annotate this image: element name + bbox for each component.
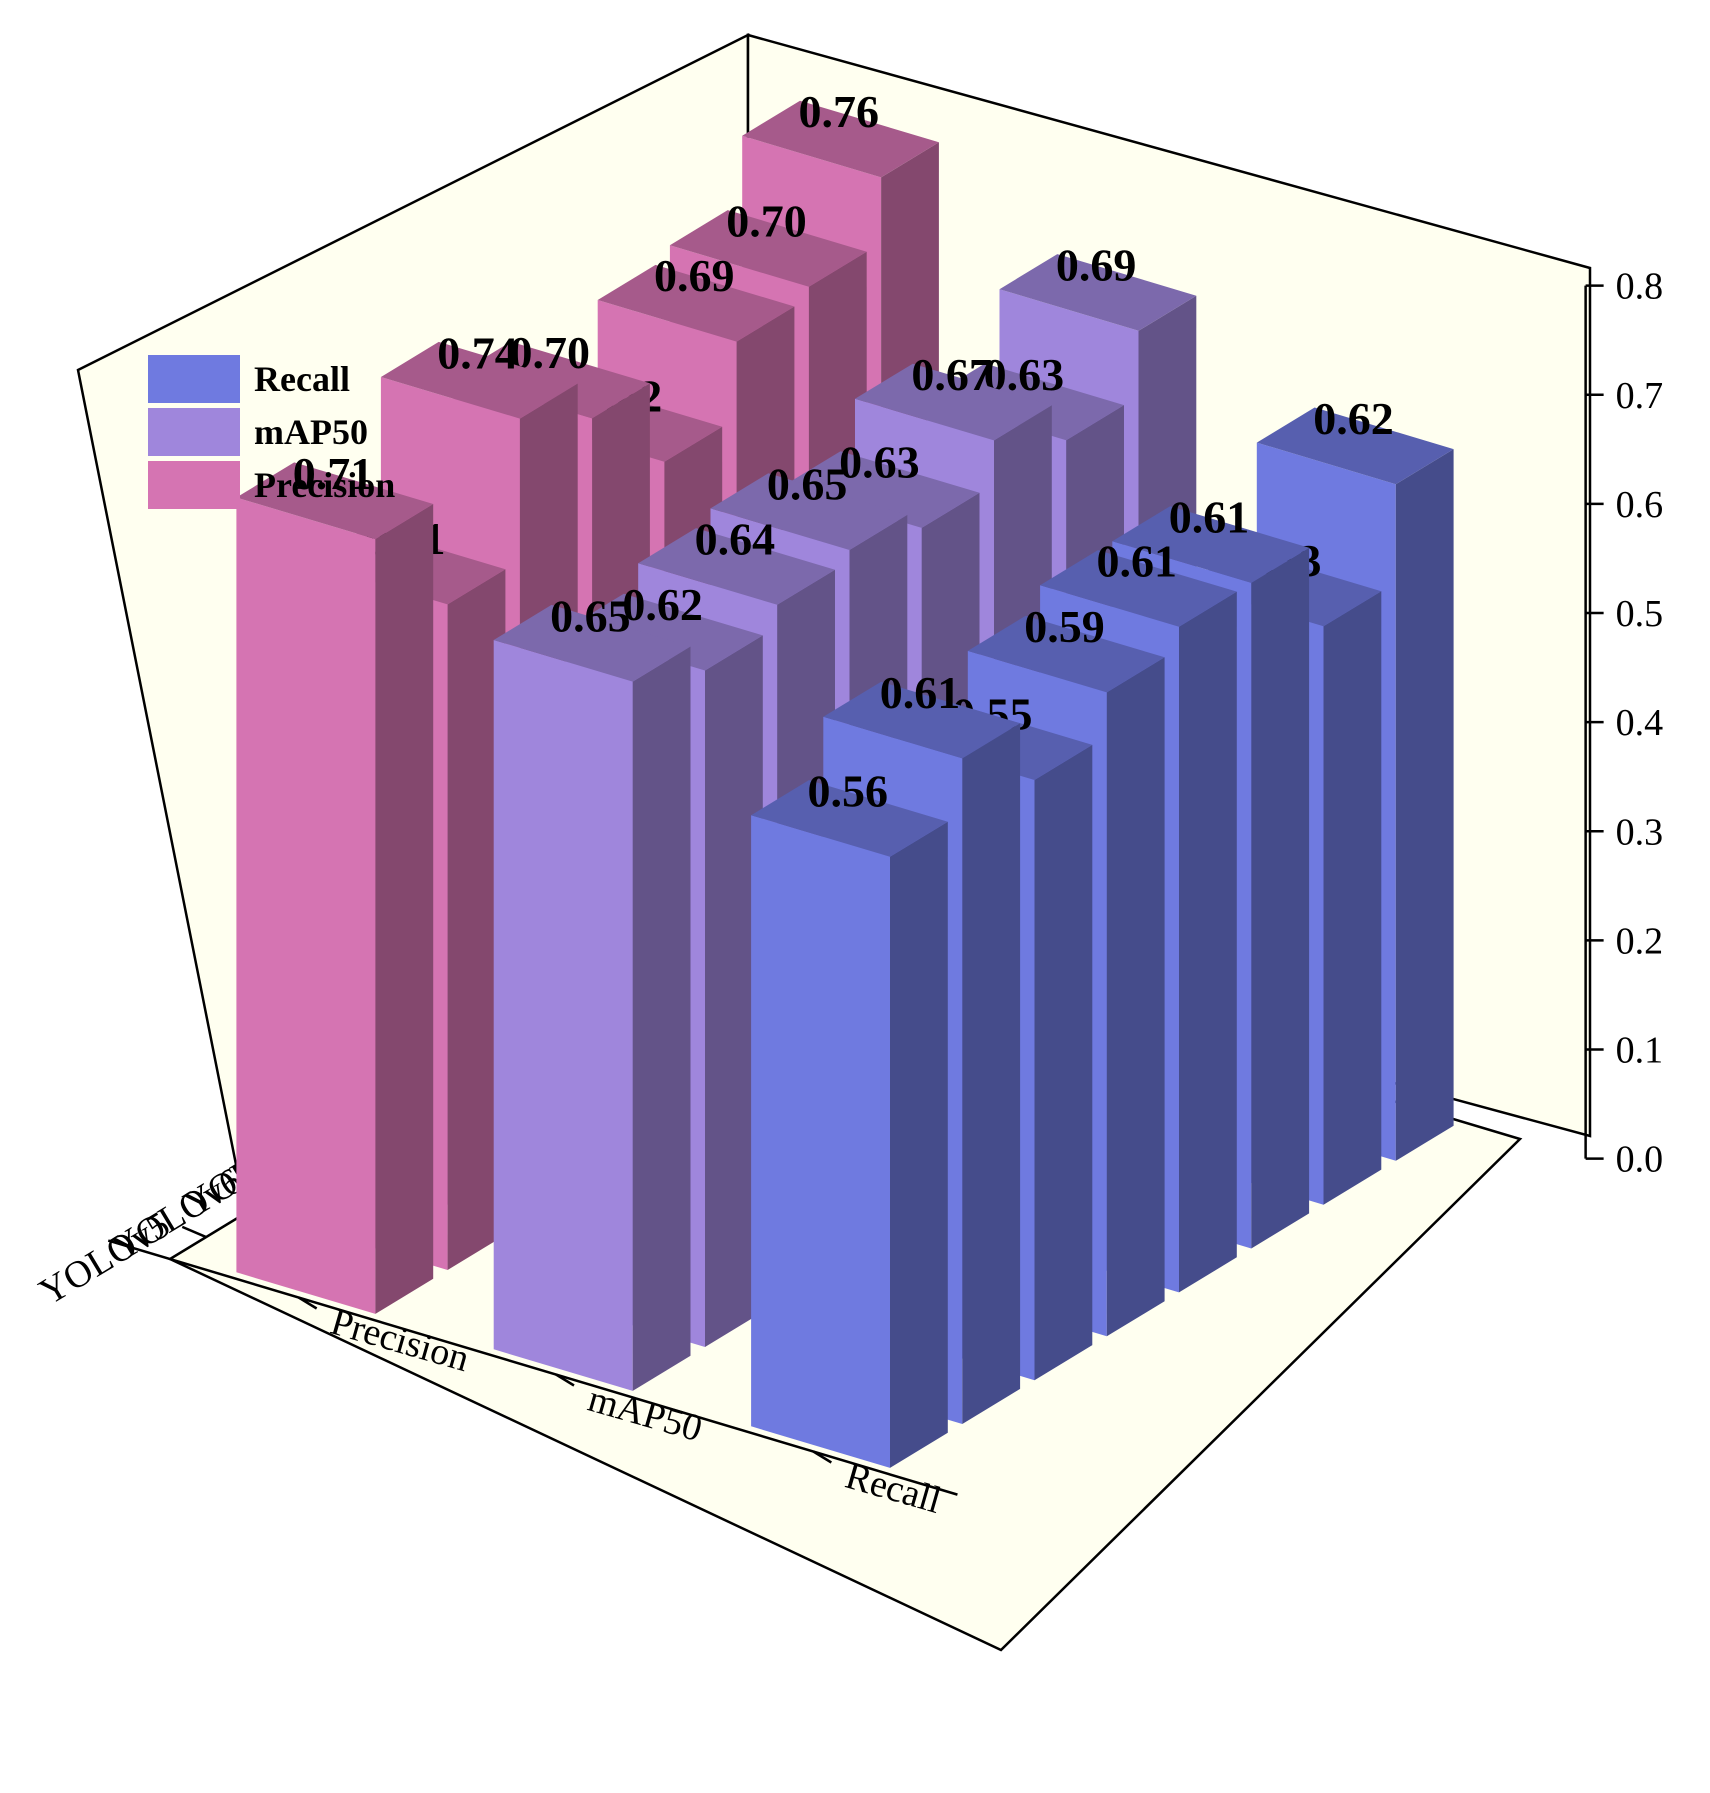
legend-label-map50: mAP50: [254, 412, 368, 452]
series-tick-mark: [812, 1450, 832, 1464]
bar-top-face: [1040, 550, 1237, 627]
bar-top-face: [236, 462, 434, 540]
data-label-precision-yolov5: 0.71: [293, 448, 374, 499]
data-label-precision-yolov11: 0.69: [654, 250, 735, 301]
data-label-map50-yolov8: 0.64: [695, 513, 776, 564]
bar-side-face: [705, 635, 763, 1347]
bar-front-face: [236, 497, 376, 1314]
bar-top-face: [967, 615, 1165, 693]
bar-side-face: [632, 646, 691, 1391]
bar-side-face: [890, 821, 948, 1468]
z-tick-label: 0.6: [1616, 484, 1664, 526]
bar-side-face: [1323, 591, 1382, 1205]
bar-map50-yolov5: 0.65: [493, 590, 691, 1391]
bar-top-face: [638, 528, 835, 605]
bar-top-face: [782, 451, 980, 528]
bar-side-face: [375, 504, 434, 1314]
data-label-recall-yolov11: 0.61: [1169, 492, 1250, 543]
category-label-yolov5: YOLOv5: [32, 1204, 177, 1314]
data-label-precision-yolov12: 0.70: [726, 195, 807, 246]
z-tick-label: 0.7: [1616, 375, 1664, 417]
series-tick-mark: [555, 1373, 575, 1387]
legend: Recall mAP50 Precision: [148, 355, 395, 509]
category-tick-mark: [181, 1225, 207, 1239]
bar-top-face: [380, 341, 578, 419]
z-tick-label: 0.5: [1616, 593, 1664, 635]
bar-side-face: [447, 569, 506, 1270]
z-tick-label: 0.3: [1616, 811, 1664, 853]
bar-side-face: [1034, 744, 1093, 1381]
bar-side-face: [1395, 449, 1454, 1161]
data-label-recall-yolov6: 0.61: [880, 667, 961, 718]
data-label-map50-yolov6: 0.62: [622, 579, 703, 630]
legend-swatch-precision: [148, 461, 240, 509]
z-tick-label: 0.8: [1616, 266, 1664, 308]
data-label-map50-our-model: 0.69: [1056, 239, 1137, 290]
bar-side-face: [962, 723, 1021, 1424]
legend-label-recall: Recall: [254, 359, 350, 399]
bar-top-face: [999, 254, 1197, 331]
bar-top-face: [566, 593, 763, 671]
bar-front-face: [751, 815, 890, 1468]
data-label-map50-yolov9: 0.65: [767, 459, 848, 510]
bars: 0.760.700.690.620.700.740.610.710.690.63…: [236, 86, 1454, 1468]
bar-top-face: [855, 363, 1052, 441]
z-tick-label: 0.4: [1616, 702, 1664, 744]
data-label-map50-yolov11: 0.67: [911, 349, 992, 400]
series-tick-mark: [298, 1296, 318, 1310]
bar-precision-yolov5: 0.71: [236, 448, 434, 1314]
bar-side-face: [1251, 547, 1310, 1249]
z-tick-label: 0.2: [1616, 920, 1664, 962]
data-label-precision-yolov8: 0.74: [437, 327, 517, 378]
data-label-recall-yolov10: 0.61: [1096, 535, 1177, 586]
z-tick-label: 0.1: [1616, 1030, 1664, 1072]
bar-top-face: [823, 681, 1021, 759]
legend-swatch-recall: [148, 355, 240, 403]
bar-recall-yolov5: 0.56: [751, 765, 948, 1468]
z-tick-label: 0.0: [1616, 1139, 1664, 1181]
bar-top-face: [710, 473, 908, 550]
bar-top-face: [751, 780, 948, 857]
data-label-recall-our-model: 0.62: [1313, 393, 1394, 444]
data-label-map50-yolov10: 0.63: [839, 437, 920, 488]
data-label-recall-yolov5: 0.56: [807, 765, 888, 816]
bar-front-face: [493, 640, 633, 1391]
data-label-map50-yolov5: 0.65: [550, 590, 631, 641]
data-label-recall-yolov9: 0.59: [1024, 601, 1105, 652]
bar-top-face: [597, 264, 795, 342]
bar-top-face: [669, 210, 867, 287]
bar-side-face: [1179, 591, 1237, 1293]
legend-swatch-map50: [148, 408, 240, 456]
legend-label-precision: Precision: [254, 465, 395, 505]
bar-side-face: [1106, 657, 1165, 1337]
data-label-precision-our-model: 0.76: [799, 86, 880, 137]
bar-top-face: [1112, 506, 1310, 583]
bar-top-face: [742, 100, 939, 178]
bar-top-face: [1256, 407, 1454, 485]
bar-top-face: [493, 604, 691, 682]
